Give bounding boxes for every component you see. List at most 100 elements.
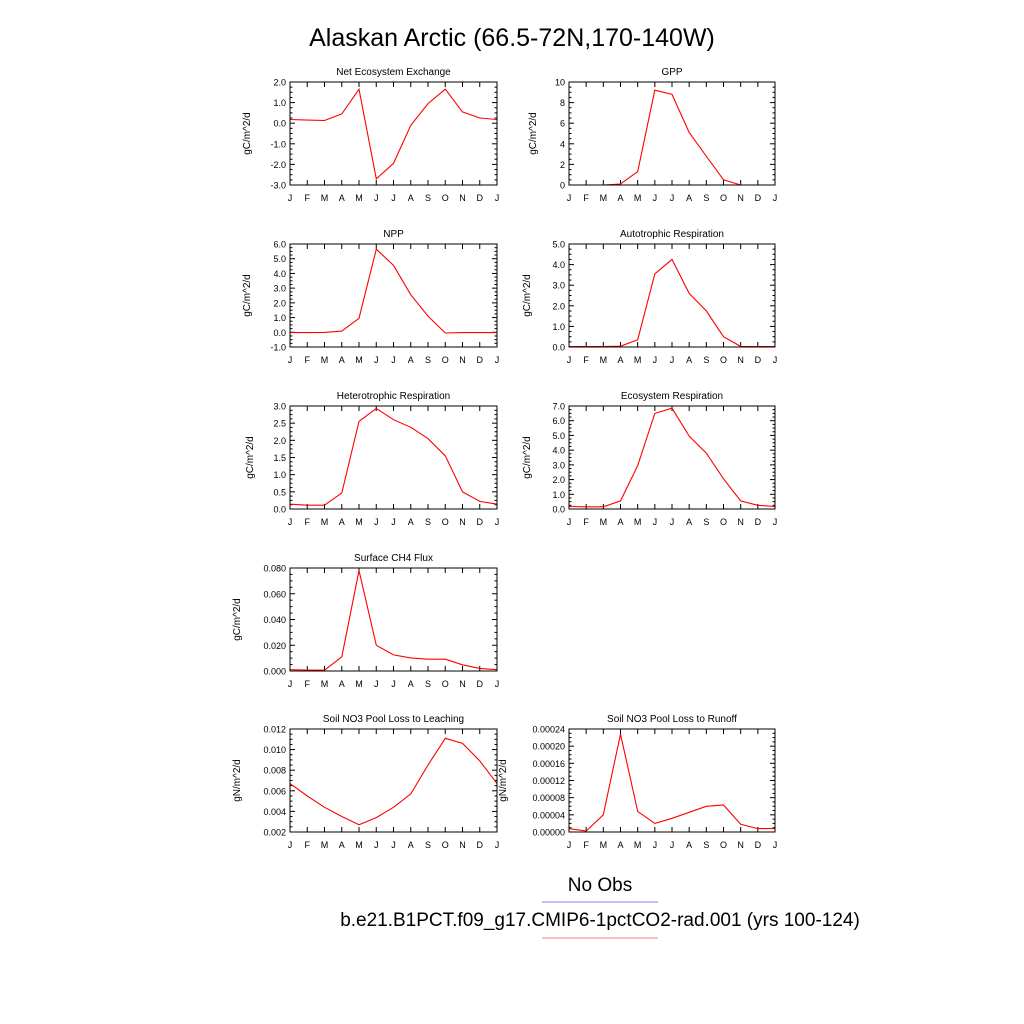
x-tick-label: N <box>737 193 744 203</box>
x-tick-label: J <box>653 193 658 203</box>
x-tick-label: M <box>634 840 642 850</box>
x-tick-label: J <box>653 517 658 527</box>
x-tick-label: A <box>617 355 623 365</box>
y-tick-label: 0.010 <box>263 745 286 755</box>
x-tick-label: J <box>391 840 396 850</box>
x-tick-label: J <box>495 679 500 689</box>
x-tick-label: J <box>773 355 778 365</box>
x-tick-label: F <box>583 840 589 850</box>
x-tick-label: A <box>617 517 623 527</box>
plot-frame <box>289 243 498 348</box>
x-tick-label: A <box>686 840 692 850</box>
y-tick-label: 10 <box>555 78 565 88</box>
x-tick-label: D <box>755 193 762 203</box>
x-tick-label: M <box>634 355 642 365</box>
x-tick-label: M <box>355 517 363 527</box>
x-tick-label: A <box>408 840 414 850</box>
x-tick-label: F <box>305 193 311 203</box>
y-tick-label: 2.0 <box>273 298 286 308</box>
y-tick-label: 1.0 <box>273 98 286 108</box>
y-tick-label: 0.0 <box>273 505 286 515</box>
chart-title: NPP <box>383 229 404 240</box>
series-line <box>568 733 775 832</box>
y-tick-label: 2.0 <box>273 78 286 88</box>
y-tick-label: 1.0 <box>273 313 286 323</box>
x-tick-label: M <box>355 193 363 203</box>
x-tick-label: M <box>634 517 642 527</box>
plot-frame <box>289 567 498 672</box>
x-tick-label: N <box>737 840 744 850</box>
x-tick-label: J <box>374 517 379 527</box>
x-tick-label: D <box>755 355 762 365</box>
y-tick-label: 2 <box>560 160 565 170</box>
y-tick-label: -1.0 <box>270 343 286 353</box>
plot-frame <box>289 81 498 186</box>
y-tick-label: 0.00020 <box>532 742 565 752</box>
x-tick-label: J <box>567 517 572 527</box>
x-tick-label: A <box>686 517 692 527</box>
x-tick-label: J <box>288 193 293 203</box>
chart-title: Surface CH4 Flux <box>354 553 433 564</box>
y-tick-label: 0.0 <box>552 343 565 353</box>
y-axis-label: gC/m^2/d <box>232 598 243 641</box>
x-tick-label: F <box>305 517 311 527</box>
y-tick-label: 0.000 <box>263 667 286 677</box>
y-tick-label: 5.0 <box>552 431 565 441</box>
plot-frame <box>568 728 776 833</box>
y-axis-label: gN/m^2/d <box>232 759 243 802</box>
x-tick-label: D <box>755 840 762 850</box>
y-tick-label: 3.0 <box>273 402 286 412</box>
x-tick-label: A <box>686 355 692 365</box>
chart-title: Soil NO3 Pool Loss to Leaching <box>323 714 464 725</box>
series-line <box>289 407 498 506</box>
x-tick-label: F <box>583 193 589 203</box>
x-tick-label: O <box>720 355 727 365</box>
x-tick-label: J <box>288 840 293 850</box>
x-tick-label: F <box>583 517 589 527</box>
y-tick-label: 0.00016 <box>532 759 565 769</box>
y-tick-label: 0.0 <box>552 505 565 515</box>
series-line <box>569 89 775 186</box>
x-tick-label: N <box>459 517 466 527</box>
chart-title: Heterotrophic Respiration <box>337 391 450 402</box>
x-tick-label: S <box>703 193 709 203</box>
x-tick-label: D <box>477 193 484 203</box>
y-tick-label: 0.040 <box>263 615 286 625</box>
plot-frame <box>568 405 776 510</box>
y-tick-label: 0.00000 <box>532 828 565 838</box>
y-tick-label: 6.0 <box>273 240 286 250</box>
y-tick-label: 0.5 <box>273 487 286 497</box>
x-tick-label: J <box>374 193 379 203</box>
x-tick-label: M <box>355 679 363 689</box>
plot-frame <box>568 81 776 186</box>
x-tick-label: A <box>339 193 345 203</box>
series-line <box>569 258 775 348</box>
y-tick-label: 1.0 <box>273 470 286 480</box>
x-tick-label: M <box>600 193 608 203</box>
y-tick-label: 1.0 <box>552 322 565 332</box>
x-tick-label: M <box>600 355 608 365</box>
y-tick-label: 0 <box>560 181 565 191</box>
x-tick-label: J <box>567 193 572 203</box>
y-axis-label: gC/m^2/d <box>522 436 533 479</box>
y-tick-label: -1.0 <box>270 139 286 149</box>
x-tick-label: J <box>495 193 500 203</box>
x-tick-label: O <box>720 193 727 203</box>
x-tick-label: J <box>567 355 572 365</box>
series-line <box>289 737 498 826</box>
x-tick-label: A <box>339 679 345 689</box>
y-tick-label: 2.5 <box>273 419 286 429</box>
y-tick-label: 4.0 <box>552 446 565 456</box>
x-tick-label: J <box>773 193 778 203</box>
x-tick-label: O <box>442 517 449 527</box>
x-tick-label: M <box>321 193 329 203</box>
x-tick-label: J <box>670 517 675 527</box>
y-tick-label: 0.0 <box>273 119 286 129</box>
y-axis-label: gC/m^2/d <box>522 274 533 317</box>
x-tick-label: D <box>477 679 484 689</box>
y-tick-label: 1.5 <box>273 453 286 463</box>
